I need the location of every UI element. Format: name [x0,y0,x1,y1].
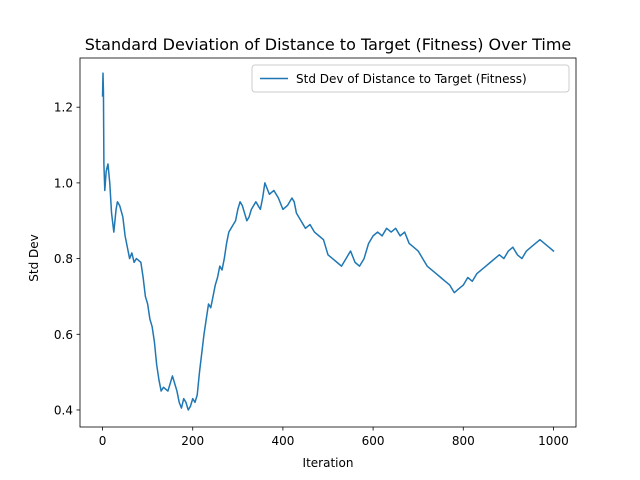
series-line-0 [101,72,555,411]
x-tick-label-0: 0 [99,434,107,448]
x-tick-label-800: 800 [452,434,475,448]
plot-area: 0 200 400 600 800 1000 0.4 0.6 0.8 1.0 1.2 Std Dev … [54,57,577,448]
y-tick-label-0.6: 0.6 [54,328,73,342]
x-tick-label-400: 400 [271,434,294,448]
x-axis-label: Iteration [303,456,354,470]
axes-frame [79,57,577,428]
y-tick-label-1: 1.0 [54,176,73,190]
legend-box [251,64,570,93]
x-tick-label-200: 200 [181,434,204,448]
legend-label-0: Std Dev of Distance to Target (Fitness) [296,72,527,86]
chart-title: Standard Deviation of Distance to Target… [85,35,572,54]
y-tick-label-0.8: 0.8 [54,252,73,266]
y-tick-label-0.4: 0.4 [54,403,73,417]
x-tick-label-1000: 1000 [538,434,569,448]
y-axis-label: Std Dev [27,234,41,281]
y-tick-label-1.2: 1.2 [54,101,73,115]
x-tick-label-600: 600 [362,434,385,448]
